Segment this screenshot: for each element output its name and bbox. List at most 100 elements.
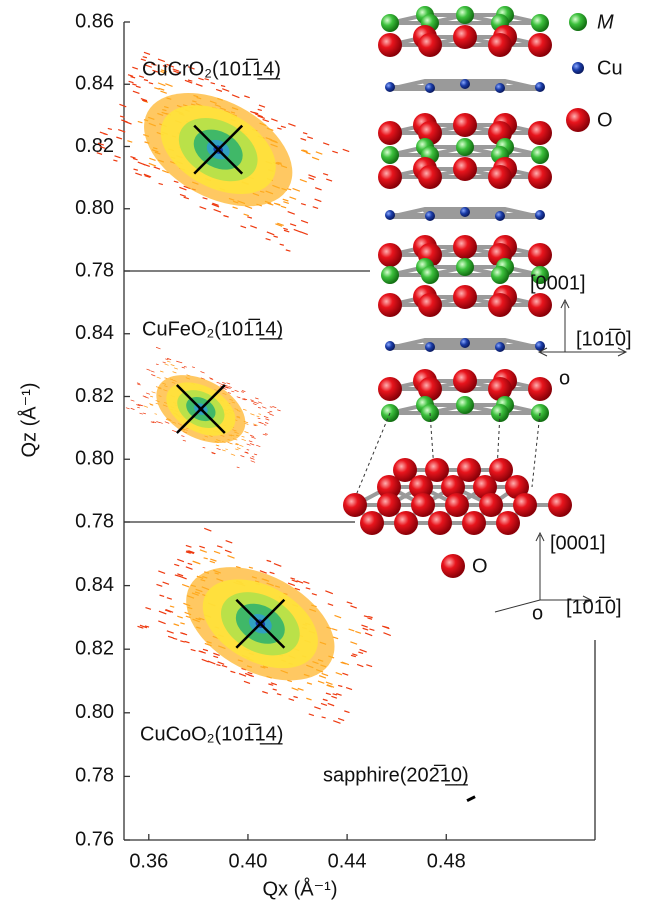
atomic-layer xyxy=(385,78,545,93)
contour-dash xyxy=(172,637,178,640)
contour-dash xyxy=(135,85,141,89)
y-tick-label: 0.82 xyxy=(75,135,114,157)
contour-dash xyxy=(140,58,146,62)
contour-dash xyxy=(152,421,157,424)
substrate-peak-label: sapphire(202̅1̲0̲) xyxy=(323,763,469,786)
o-atom xyxy=(488,165,512,189)
contour-dash xyxy=(174,563,180,567)
contour-dash xyxy=(138,75,145,79)
contour-dash xyxy=(256,415,260,418)
contour-dash xyxy=(352,653,358,657)
contour-dash xyxy=(348,628,355,632)
y-tick-label: 0.86 xyxy=(75,10,114,32)
contour-dash xyxy=(337,717,345,722)
o-atom xyxy=(457,458,481,482)
contour-dash xyxy=(179,193,186,197)
m-atom xyxy=(531,14,549,32)
contour-dash xyxy=(198,77,204,81)
contour-dash xyxy=(166,360,171,363)
contour-dash xyxy=(181,435,185,437)
contour-dash xyxy=(248,440,253,443)
contour-dash xyxy=(265,418,270,421)
contour-dash xyxy=(272,406,277,409)
y-tick-label: 0.84 xyxy=(75,322,114,344)
contour-dash xyxy=(235,566,241,569)
contour-dash xyxy=(137,406,140,409)
contour-dash xyxy=(158,620,166,625)
contour-dash xyxy=(165,358,169,361)
contour-dash xyxy=(293,228,302,233)
cu-atom xyxy=(460,338,470,348)
contour-dash xyxy=(166,357,172,361)
contour-dash xyxy=(367,617,373,620)
o-atom xyxy=(418,165,442,189)
contour-dash xyxy=(162,361,166,364)
contour-dash xyxy=(238,673,247,677)
o-atom xyxy=(528,165,552,189)
o-atom xyxy=(548,493,572,517)
contour-dash xyxy=(276,693,282,696)
o-atom xyxy=(378,377,402,401)
contour-dash xyxy=(285,249,291,252)
contour-dash xyxy=(266,231,275,236)
o-atom xyxy=(378,121,402,145)
contour-dash xyxy=(358,651,364,654)
contour-dash xyxy=(300,149,309,154)
contour-dash xyxy=(383,625,390,629)
y-tick-label: 0.78 xyxy=(75,510,114,532)
contour-dash xyxy=(331,695,338,699)
contour-dash xyxy=(137,625,144,629)
o-atom xyxy=(428,511,452,535)
contour-dash xyxy=(327,603,334,606)
atomic-layer xyxy=(378,157,552,189)
contour-dash xyxy=(137,161,146,166)
contour-dash xyxy=(262,690,269,694)
contour-dash xyxy=(148,82,154,85)
contour-dash xyxy=(173,623,180,627)
contour-dash xyxy=(191,366,195,368)
contour-dash xyxy=(241,390,246,392)
contour-dash xyxy=(322,173,329,176)
o-atom xyxy=(418,377,442,401)
legend-o: O xyxy=(597,109,613,131)
contour-dash xyxy=(226,386,231,389)
contour-dash xyxy=(210,82,216,85)
contour-dash xyxy=(253,424,257,427)
contour-dash xyxy=(332,150,339,154)
contour-dash xyxy=(202,197,208,200)
contour-dash xyxy=(327,702,335,707)
contour-dash xyxy=(179,361,183,364)
contour-dash xyxy=(287,582,296,587)
contour-dash xyxy=(257,407,261,409)
contour-dash xyxy=(359,648,367,653)
contour-dash xyxy=(143,79,149,82)
m-atom xyxy=(456,396,474,414)
contour-dash xyxy=(181,583,190,588)
contour-dash xyxy=(253,423,258,426)
contour-dash xyxy=(246,449,250,451)
contour-dash xyxy=(155,363,159,366)
contour-dash xyxy=(187,79,193,82)
lower-horizontal-axis: [101̅0] xyxy=(566,595,622,618)
contour-dash xyxy=(173,180,179,184)
peak-cross xyxy=(175,384,226,434)
contour-dash xyxy=(288,698,295,701)
o-atom xyxy=(409,475,433,499)
contour-dash xyxy=(263,415,269,419)
contour-dash xyxy=(215,88,223,92)
contour-dash xyxy=(181,366,185,369)
contour-dash xyxy=(176,360,180,363)
contour-dash xyxy=(273,562,282,567)
contour-dash xyxy=(162,169,169,174)
contour-dash xyxy=(345,687,353,691)
contour-dash xyxy=(279,243,284,246)
x-tick-label: 0.36 xyxy=(129,850,168,872)
cu-atom xyxy=(495,342,505,352)
contour-dash xyxy=(283,229,290,233)
contour-dash xyxy=(160,70,167,74)
o-atom xyxy=(441,475,465,499)
contour-dash xyxy=(248,674,254,678)
contour-dash xyxy=(107,127,113,131)
contour-dash xyxy=(116,136,123,140)
contour-dash xyxy=(182,439,186,442)
